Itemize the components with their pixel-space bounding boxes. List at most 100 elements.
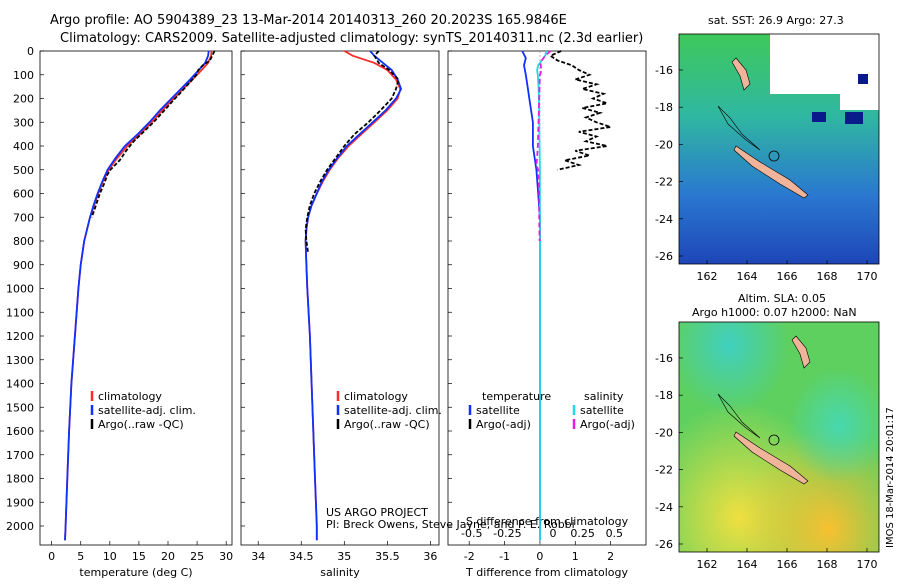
map-lat-label: -18 — [655, 101, 673, 114]
y-tick-label: 100 — [13, 69, 34, 82]
sla-map-band-cyan-2 — [679, 322, 879, 552]
map-lat-label: -22 — [655, 176, 673, 189]
sst-map-speck — [858, 74, 868, 84]
difference-panel: -2 -1 0 1 2 T difference from climatology -0.5… — [447, 50, 647, 579]
sla-map: Altim. SLA: 0.05 Argo h1000: 0.07 h2000:… — [655, 292, 880, 571]
sst-map-island — [731, 57, 751, 91]
map-lon-label: 162 — [697, 270, 718, 283]
header-line1: Argo profile: AO 5904389_23 13-Mar-2014 … — [50, 13, 567, 28]
series-line-argo — [90, 50, 216, 218]
map-lon-label: 168 — [817, 270, 838, 283]
sla-map-frame — [678, 321, 880, 553]
sst-map: sat. SST: 26.9 Argo: 27.3 -16 -18 -20 -22 -2… — [655, 14, 880, 283]
x-tick-label: 35 — [337, 550, 351, 563]
y-tick-label: 1100 — [6, 306, 34, 319]
top-tick-label: -0.25 — [493, 527, 521, 540]
series-line-t-satellite — [521, 50, 541, 541]
legend-label: satellite-adj. clim. — [98, 404, 196, 417]
x-tick-label: 34 — [251, 550, 265, 563]
temperature-xlabel: temperature (deg C) — [79, 566, 192, 579]
map-lat-label: -20 — [655, 138, 673, 151]
y-tick-label: 1800 — [6, 473, 34, 486]
y-tick-label: 600 — [13, 188, 34, 201]
sst-map-reef — [717, 105, 761, 151]
y-tick-label: 800 — [13, 235, 34, 248]
y-tick-label: 300 — [13, 116, 34, 129]
y-tick-label: 1500 — [6, 401, 34, 414]
y-tick-label: 1900 — [6, 496, 34, 509]
legend-label: Argo(-adj) — [580, 418, 635, 431]
map-lat-label: -18 — [655, 389, 673, 402]
y-tick-label: 1000 — [6, 283, 34, 296]
x-tick-label: 5 — [77, 550, 84, 563]
sst-map-title: sat. SST: 26.9 Argo: 27.3 — [708, 14, 844, 27]
difference-xlabel: T difference from climatology — [465, 566, 628, 579]
x-tick-label: 35.5 — [375, 550, 400, 563]
legend-label: satellite — [476, 404, 520, 417]
series-line-climatology — [64, 50, 213, 541]
sst-map-speck — [812, 112, 826, 122]
legend-label: satellite-adj. clim. — [344, 404, 442, 417]
legend-label: Argo(-adj) — [476, 418, 531, 431]
x-tick-label: 10 — [103, 550, 117, 563]
series-line-t-argo — [548, 50, 611, 171]
map-lon-label: 168 — [817, 558, 838, 571]
argo-position-marker — [768, 434, 780, 446]
series-line-climatology — [304, 50, 402, 541]
y-tick-label: 700 — [13, 211, 34, 224]
difference-frame — [447, 50, 647, 546]
top-tick-label: 0 — [549, 527, 556, 540]
x-tick-label: 20 — [161, 550, 175, 563]
legend-label: climatology — [344, 390, 408, 403]
map-lon-label: 170 — [857, 270, 878, 283]
y-tick-label: 2000 — [6, 520, 34, 533]
y-tick-label: 200 — [13, 93, 34, 106]
argo-position-marker — [768, 150, 780, 162]
top-tick-label: 0.5 — [606, 527, 624, 540]
sla-map-title-line2: Argo h1000: 0.07 h2000: NaN — [692, 306, 857, 319]
x-tick-label: 30 — [219, 550, 233, 563]
temperature-frame — [39, 50, 233, 546]
map-lat-label: -20 — [655, 426, 673, 439]
y-tick-label: 1600 — [6, 425, 34, 438]
temperature-panel: 0 100 200 300 400 500 600 700 800 900 1000 1100 1200… — [6, 45, 233, 579]
legend-title-salinity: salinity — [584, 390, 624, 403]
legend-label: climatology — [98, 390, 162, 403]
sla-map-reef — [717, 393, 761, 439]
sst-map-frame — [678, 33, 880, 265]
legend-label: Argo(..raw -QC) — [98, 418, 184, 431]
y-tick-label: 900 — [13, 259, 34, 272]
map-lat-label: -26 — [655, 538, 673, 551]
series-line-satellite — [304, 50, 403, 541]
y-tick-label: 1200 — [6, 330, 34, 343]
sla-map-island — [791, 335, 811, 369]
legend-label: Argo(..raw -QC) — [344, 418, 430, 431]
sst-map-nodata — [770, 34, 879, 94]
project-note-line1: US ARGO PROJECT — [326, 506, 428, 519]
map-lat-label: -22 — [655, 464, 673, 477]
x-tick-label: 0 — [536, 550, 543, 563]
series-line-s-satellite — [536, 50, 548, 541]
sst-map-speck — [845, 112, 863, 124]
salinity-panel: 34 34.5 35 35.5 36 salinity climatologysatelli… — [240, 50, 442, 579]
x-tick-label: 0 — [48, 550, 55, 563]
salinity-xlabel: salinity — [320, 566, 360, 579]
map-lon-label: 164 — [737, 558, 758, 571]
x-tick-label: 25 — [190, 550, 204, 563]
map-lon-label: 166 — [777, 558, 798, 571]
y-tick-label: 500 — [13, 164, 34, 177]
project-note-line2: PI: Breck Owens, Steve Jayne, and P. E. … — [326, 518, 575, 531]
series-line-argo — [304, 50, 400, 254]
y-tick-label: 1300 — [6, 354, 34, 367]
sla-map-title-line1: Altim. SLA: 0.05 — [738, 292, 826, 305]
x-tick-label: 36 — [423, 550, 437, 563]
y-tick-label: 400 — [13, 140, 34, 153]
map-lon-label: 164 — [737, 270, 758, 283]
sst-map-nodata-2 — [840, 94, 879, 110]
top-tick-label: 0.25 — [570, 527, 595, 540]
legend-title-temperature: temperature — [482, 390, 551, 403]
map-lat-label: -16 — [655, 352, 673, 365]
map-lat-label: -24 — [655, 213, 673, 226]
